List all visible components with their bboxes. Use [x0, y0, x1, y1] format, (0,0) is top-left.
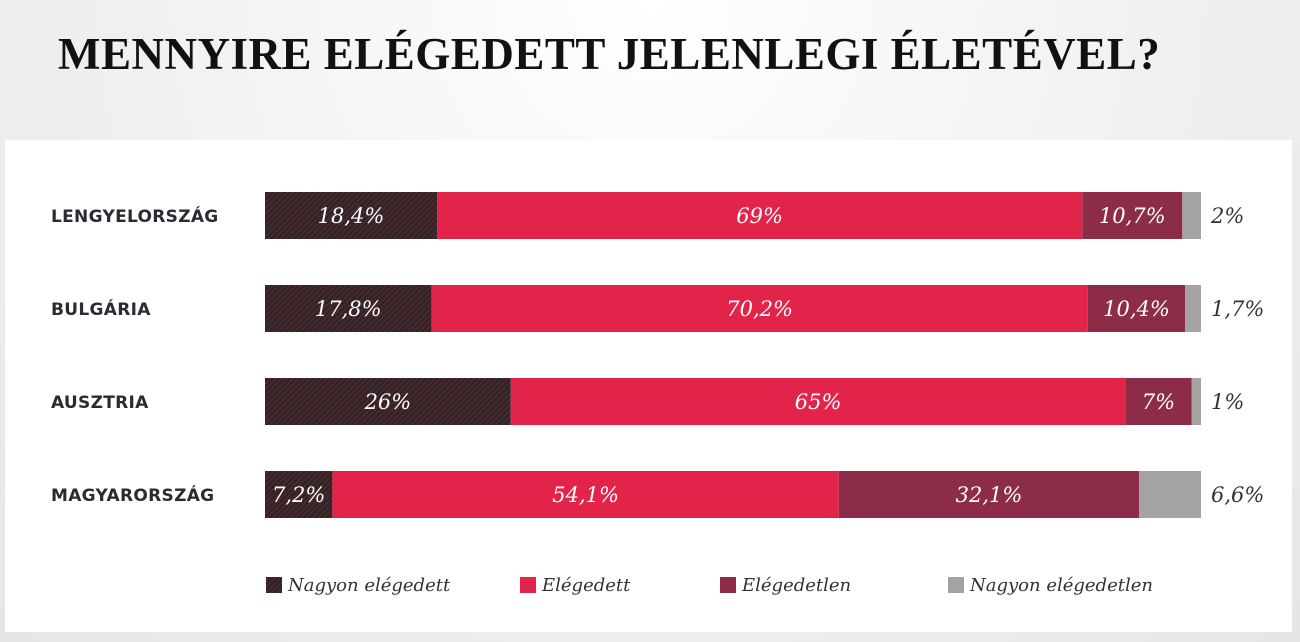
- legend-swatch-elegedett: [520, 577, 536, 593]
- data-label-nagyon-elegedett-magyarorszag: 7,2%: [272, 483, 325, 507]
- bar-segment-nagyon-elegedett-ausztria: [265, 378, 511, 425]
- category-label-lengyelorszag: LENGYELORSZÁG: [51, 205, 219, 227]
- bar-segment-nagyon-elegedetlen-lengyelorszag: [1182, 192, 1201, 239]
- data-label-elegedetlen-ausztria: 7%: [1142, 390, 1175, 414]
- bar-segment-elegedetlen-magyarorszag: [838, 471, 1140, 518]
- data-label-elegedett-ausztria: 65%: [795, 390, 842, 414]
- data-label-nagyon-elegedett-ausztria: 26%: [364, 390, 412, 414]
- data-label-elegedett-magyarorszag: 54,1%: [552, 483, 619, 507]
- chart-panel: LENGYELORSZÁG 18,4% 69% 10,7% 2% BULGÁRIA 17,8…: [5, 140, 1292, 632]
- bar-segment-elegedett-bulgaria: [431, 285, 1088, 332]
- bar-segment-elegedetlen-bulgaria: [1087, 285, 1186, 332]
- data-label-nagyon-elegedetlen-ausztria: 1%: [1211, 390, 1244, 414]
- bar-segment-nagyon-elegedett-magyarorszag: [265, 471, 333, 518]
- legend-swatch-nagyon-elegedett: [266, 577, 282, 593]
- bar-segment-elegedett-magyarorszag: [332, 471, 839, 518]
- legend-label-elegedett: Elégedett: [541, 575, 631, 596]
- legend-label-elegedetlen: Elégedetlen: [741, 575, 851, 596]
- bar-segment-nagyon-elegedetlen-magyarorszag: [1139, 471, 1201, 518]
- stacked-bar-chart: LENGYELORSZÁG 18,4% 69% 10,7% 2% BULGÁRIA 17,8…: [51, 192, 1264, 596]
- data-label-elegedett-bulgaria: 70,2%: [726, 297, 793, 321]
- bar-segment-elegedett-ausztria: [510, 378, 1126, 425]
- data-label-nagyon-elegedett-lengyelorszag: 18,4%: [318, 204, 385, 228]
- data-label-elegedetlen-bulgaria: 10,4%: [1103, 297, 1170, 321]
- category-label-bulgaria: BULGÁRIA: [51, 298, 151, 320]
- bar-segment-elegedetlen-lengyelorszag: [1082, 192, 1183, 239]
- legend-label-nagyon-elegedett: Nagyon elégedett: [287, 575, 451, 596]
- data-label-nagyon-elegedetlen-magyarorszag: 6,6%: [1211, 483, 1264, 507]
- data-label-nagyon-elegedett-bulgaria: 17,8%: [315, 297, 382, 321]
- data-label-elegedett-lengyelorszag: 69%: [736, 204, 783, 228]
- data-label-elegedetlen-magyarorszag: 32,1%: [956, 483, 1023, 507]
- data-label-nagyon-elegedetlen-bulgaria: 1,7%: [1211, 297, 1264, 321]
- bar-segment-nagyon-elegedett-lengyelorszag: [265, 192, 438, 239]
- bar-segment-elegedetlen-ausztria: [1125, 378, 1192, 425]
- bar-segment-elegedett-lengyelorszag: [437, 192, 1083, 239]
- category-label-magyarorszag: MAGYARORSZÁG: [51, 484, 214, 506]
- chart-title: MENNYIRE ELÉGEDETT JELENLEGI ÉLETÉVEL?: [58, 29, 1161, 79]
- legend-swatch-elegedetlen: [720, 577, 736, 593]
- data-label-elegedetlen-lengyelorszag: 10,7%: [1099, 204, 1166, 228]
- data-label-nagyon-elegedetlen-lengyelorszag: 2%: [1210, 204, 1244, 228]
- category-label-ausztria: AUSZTRIA: [51, 393, 149, 413]
- legend-label-nagyon-elegedetlen: Nagyon elégedetlen: [969, 575, 1153, 596]
- bar-segment-nagyon-elegedetlen-bulgaria: [1185, 285, 1201, 332]
- legend-swatch-nagyon-elegedetlen: [948, 577, 964, 593]
- bar-segment-nagyon-elegedett-bulgaria: [265, 285, 432, 332]
- bar-segment-nagyon-elegedetlen-ausztria: [1191, 378, 1201, 425]
